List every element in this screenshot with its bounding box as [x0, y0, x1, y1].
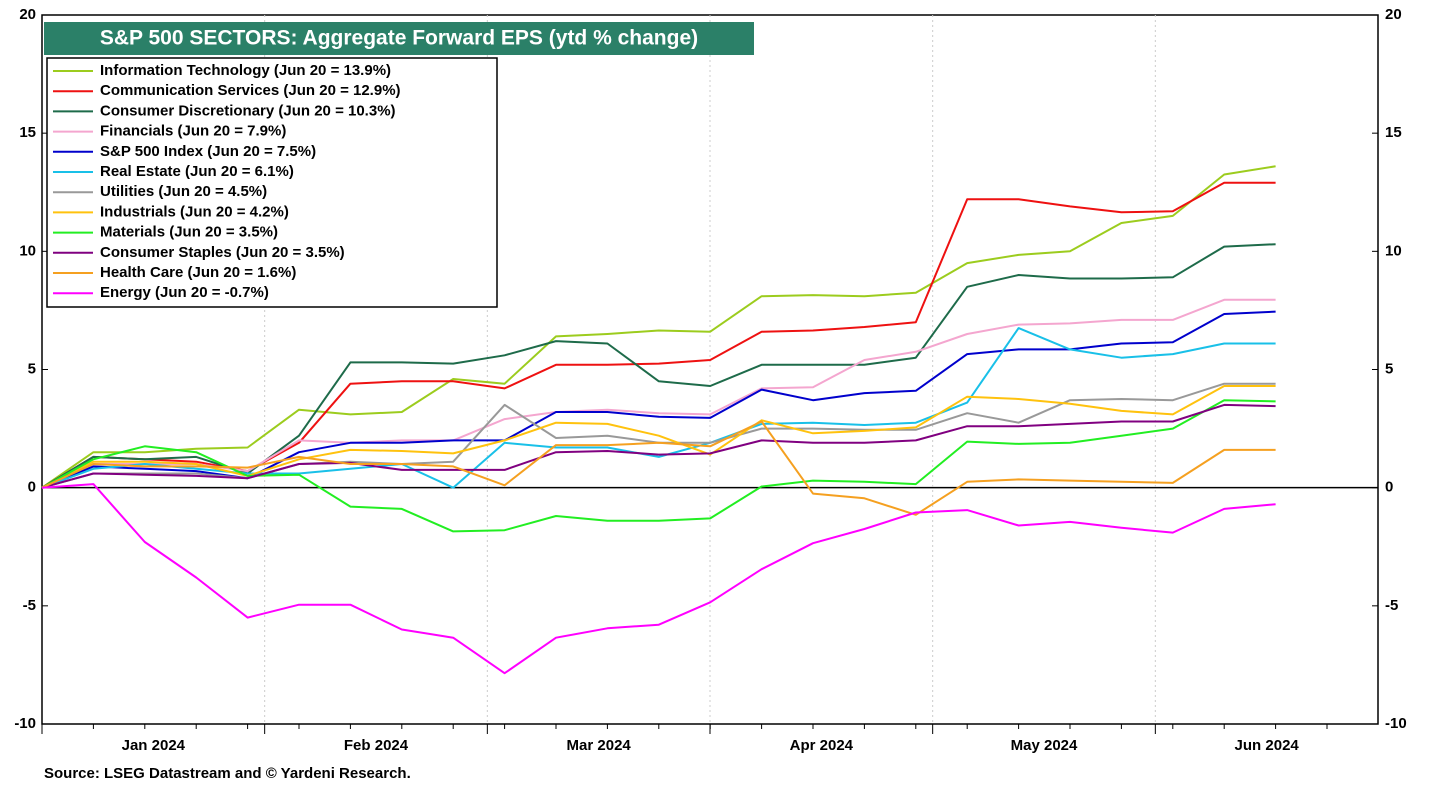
y-tick-label: 10: [19, 242, 36, 259]
legend-label: Communication Services (Jun 20 = 12.9%): [100, 82, 401, 99]
x-tick-label: Mar 2024: [567, 737, 632, 754]
y-tick-label: 5: [28, 360, 36, 377]
legend-label: Energy (Jun 20 = -0.7%): [100, 284, 269, 301]
y2-tick-label: 15: [1385, 124, 1402, 141]
y2-tick-label: -10: [1385, 715, 1407, 732]
legend-label: Health Care (Jun 20 = 1.6%): [100, 264, 296, 281]
x-tick-label: Jun 2024: [1235, 737, 1300, 754]
source-note: Source: LSEG Datastream and © Yardeni Re…: [44, 765, 411, 782]
legend-label: Real Estate (Jun 20 = 6.1%): [100, 163, 294, 180]
series-line: [41, 165, 1276, 489]
y2-tick-label: 20: [1385, 6, 1402, 23]
x-tick-label: Jan 2024: [122, 737, 186, 754]
y-tick-label: 20: [19, 6, 36, 23]
y2-tick-label: -5: [1385, 597, 1398, 614]
title-box: [44, 22, 754, 55]
y2-tick-label: 5: [1385, 360, 1393, 377]
x-tick-label: Feb 2024: [344, 737, 409, 754]
series-line: [41, 327, 1276, 489]
y2-tick-label: 10: [1385, 242, 1402, 259]
series-line: [41, 420, 1276, 516]
y-tick-label: 15: [19, 124, 36, 141]
y2-tick-label: 0: [1385, 479, 1393, 496]
x-tick-label: Apr 2024: [790, 737, 854, 754]
lines: [41, 165, 1276, 675]
series-line: [41, 483, 1276, 675]
y-tick-label: -5: [23, 597, 36, 614]
series-line: [41, 399, 1276, 533]
legend-label: Consumer Staples (Jun 20 = 3.5%): [100, 244, 345, 261]
legend: Information Technology (Jun 20 = 13.9%) C…: [53, 62, 401, 301]
y-tick-label: -10: [14, 715, 36, 732]
legend-label: Consumer Discretionary (Jun 20 = 10.3%): [100, 102, 396, 119]
legend-box: [46, 57, 498, 308]
series-line: [41, 298, 1276, 489]
series-line: [41, 403, 1276, 489]
x-tick-label: May 2024: [1011, 737, 1078, 754]
legend-label: Utilities (Jun 20 = 4.5%): [100, 183, 267, 200]
chart-title: S&P 500 SECTORS: Aggregate Forward EPS (…: [100, 27, 698, 50]
legend-label: S&P 500 Index (Jun 20 = 7.5%): [100, 143, 316, 160]
legend-label: Industrials (Jun 20 = 4.2%): [100, 203, 289, 220]
grid: [41, 14, 1378, 734]
legend-label: Financials (Jun 20 = 7.9%): [100, 123, 286, 140]
legend-label: Materials (Jun 20 = 3.5%): [100, 224, 278, 241]
y-tick-label: 0: [28, 479, 36, 496]
legend-label: Information Technology (Jun 20 = 13.9%): [100, 62, 391, 79]
